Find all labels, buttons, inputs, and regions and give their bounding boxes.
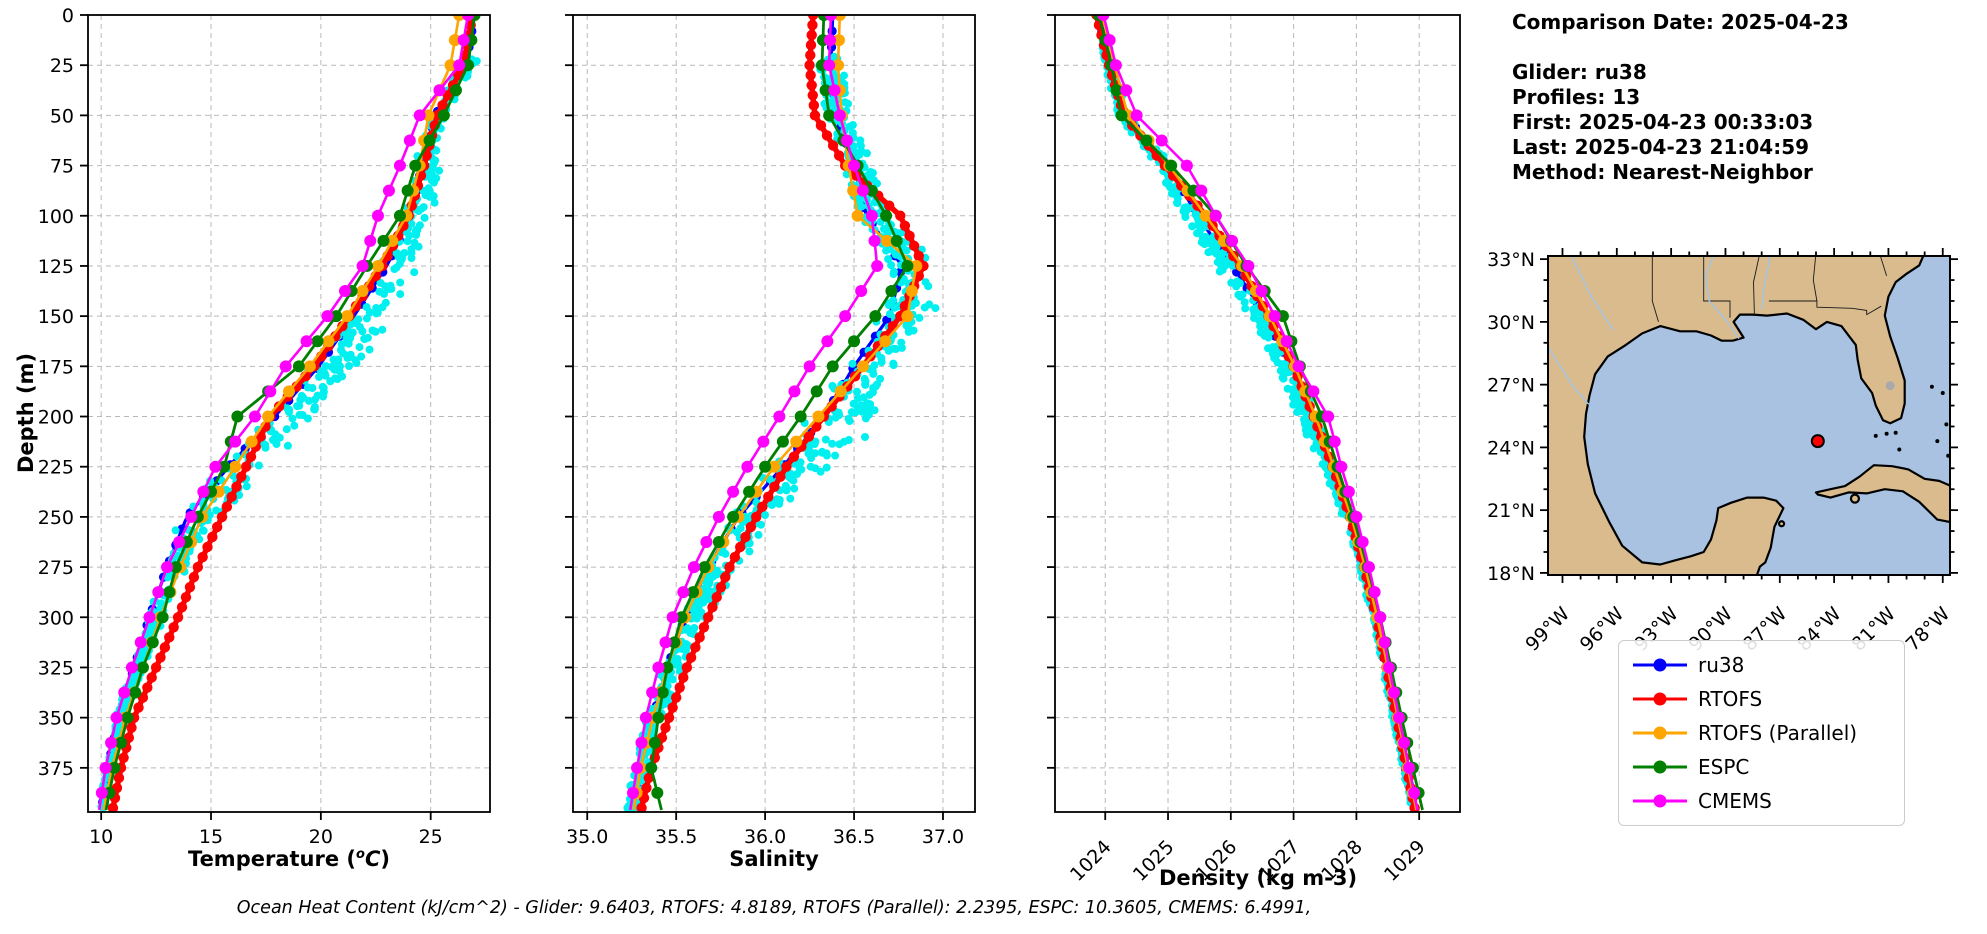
x-tick-label: 36.5 bbox=[833, 826, 875, 848]
legend-marker bbox=[1633, 760, 1687, 774]
series-CMEMS bbox=[95, 15, 475, 811]
series-line bbox=[104, 15, 476, 811]
depth-tick-label: 200 bbox=[38, 407, 74, 429]
legend-label: ESPC bbox=[1698, 755, 1750, 779]
map-ticks bbox=[1540, 248, 1958, 583]
legend-marker bbox=[1633, 692, 1687, 706]
legend-item-rtofs[interactable]: RTOFS bbox=[1631, 682, 1904, 716]
temperature-panel: 10 15 20 2502550751001251501752002252502753… bbox=[38, 5, 491, 848]
profile-count: Profiles: 13 bbox=[1512, 85, 1641, 109]
salinity-panel: 35.0 35.5 36.0 36.5 37.0 bbox=[565, 14, 976, 848]
legend-marker bbox=[1633, 658, 1687, 672]
ohc-caption: Ocean Heat Content (kJ/cm^2) - Glider: 9… bbox=[236, 898, 1312, 918]
x-tick-label: 37.0 bbox=[922, 826, 964, 848]
comparison-date: Comparison Date: 2025-04-23 bbox=[1512, 10, 1849, 34]
series-ESPC bbox=[645, 15, 914, 811]
depth-tick-label: 375 bbox=[38, 758, 74, 780]
lat-tick-label: 21°N bbox=[1487, 500, 1535, 522]
depth-tick-label: 300 bbox=[38, 607, 74, 629]
series-ESPC bbox=[103, 15, 481, 811]
axis-ticks bbox=[1047, 14, 1421, 820]
x-tick-label: 36.0 bbox=[744, 826, 786, 848]
lat-tick-label: 30°N bbox=[1487, 312, 1535, 334]
x-tick-label: 20 bbox=[309, 826, 333, 848]
depth-tick-label: 275 bbox=[38, 557, 74, 579]
depth-tick-label: 50 bbox=[50, 105, 74, 127]
lon-tick-label: 78°W bbox=[1902, 603, 1955, 656]
x-tick-label: 35.5 bbox=[655, 826, 697, 848]
legend-item-rtofs-parallel-[interactable]: RTOFS (Parallel) bbox=[1631, 716, 1904, 750]
first-profile-time: First: 2025-04-23 00:33:03 bbox=[1512, 110, 1814, 134]
axis-ticks bbox=[80, 14, 432, 820]
lat-tick-label: 27°N bbox=[1487, 375, 1535, 397]
rivers bbox=[1548, 256, 1771, 408]
gulf-of-mexico-map: 33°N30°N27°N24°N21°N18°N99°W 96°W 93°W 90°W… bbox=[1487, 248, 1958, 656]
lat-tick-label: 33°N bbox=[1487, 249, 1535, 271]
legend-item-espc[interactable]: ESPC bbox=[1631, 750, 1904, 784]
lon-tick-label: 99°W bbox=[1521, 603, 1574, 656]
legend-label: RTOFS (Parallel) bbox=[1698, 721, 1858, 745]
legend-label: CMEMS bbox=[1698, 789, 1772, 813]
x-tick-label: 1024 bbox=[1066, 836, 1116, 886]
series-CMEMS bbox=[626, 15, 884, 811]
info-panel: Comparison Date: 2025-04-23 Glider: ru38… bbox=[1512, 10, 1849, 185]
legend: ru38 RTOFS RTOFS (Parallel) ESPC CMEMS bbox=[1618, 640, 1905, 826]
lat-tick-label: 24°N bbox=[1487, 437, 1535, 459]
info-spacer bbox=[1512, 35, 1849, 60]
grid bbox=[88, 15, 490, 812]
depth-tick-label: 225 bbox=[38, 457, 74, 479]
depth-tick-label: 250 bbox=[38, 507, 74, 529]
series-RTOFS bbox=[636, 15, 929, 812]
x-tick-label: 25 bbox=[419, 826, 443, 848]
last-profile-time: Last: 2025-04-23 21:04:59 bbox=[1512, 135, 1810, 159]
depth-tick-label: 150 bbox=[38, 306, 74, 328]
x-tick-label: 15 bbox=[199, 826, 223, 848]
salinity-axis-label: Salinity bbox=[729, 847, 819, 871]
lake-okeechobee bbox=[1885, 381, 1895, 391]
axis-ticks bbox=[565, 14, 944, 820]
glider-name: Glider: ru38 bbox=[1512, 60, 1647, 84]
legend-item-cmems[interactable]: CMEMS bbox=[1631, 784, 1904, 818]
density-axis-label: Density (kg m-3) bbox=[1158, 866, 1358, 890]
glider-location-marker[interactable] bbox=[1810, 434, 1825, 449]
axis-tick-labels: 35.0 35.5 36.0 36.5 37.0 bbox=[566, 826, 964, 848]
legend-label: ru38 bbox=[1698, 653, 1745, 677]
density-panel: 1024 1025 1026 1027 1028 1029 bbox=[1047, 14, 1461, 886]
land bbox=[1548, 256, 1950, 575]
depth-tick-label: 25 bbox=[50, 55, 74, 77]
depth-axis-label: Depth (m) bbox=[14, 352, 38, 474]
depth-tick-label: 100 bbox=[38, 206, 74, 228]
depth-tick-label: 0 bbox=[62, 5, 74, 27]
legend-label: RTOFS bbox=[1698, 687, 1763, 711]
temperature-axis-label: Temperature (oC) bbox=[188, 847, 390, 871]
depth-tick-label: 325 bbox=[38, 657, 74, 679]
lat-tick-label: 18°N bbox=[1487, 563, 1535, 585]
isla-juventud bbox=[1849, 493, 1861, 504]
legend-item-ru38[interactable]: ru38 bbox=[1631, 648, 1904, 682]
depth-tick-label: 350 bbox=[38, 708, 74, 730]
axis-tick-labels: 10 15 20 2502550751001251501752002252502753… bbox=[38, 5, 443, 848]
x-tick-label: 10 bbox=[89, 826, 113, 848]
legend-marker bbox=[1633, 726, 1687, 740]
depth-tick-label: 75 bbox=[50, 156, 74, 178]
x-tick-label: 1029 bbox=[1380, 836, 1430, 886]
method-label: Method: Nearest-Neighbor bbox=[1512, 160, 1813, 184]
x-tick-label: 35.0 bbox=[566, 826, 608, 848]
depth-tick-label: 125 bbox=[38, 256, 74, 278]
legend-marker bbox=[1633, 794, 1687, 808]
depth-tick-label: 175 bbox=[38, 356, 74, 378]
series-CMEMS bbox=[1097, 15, 1421, 811]
